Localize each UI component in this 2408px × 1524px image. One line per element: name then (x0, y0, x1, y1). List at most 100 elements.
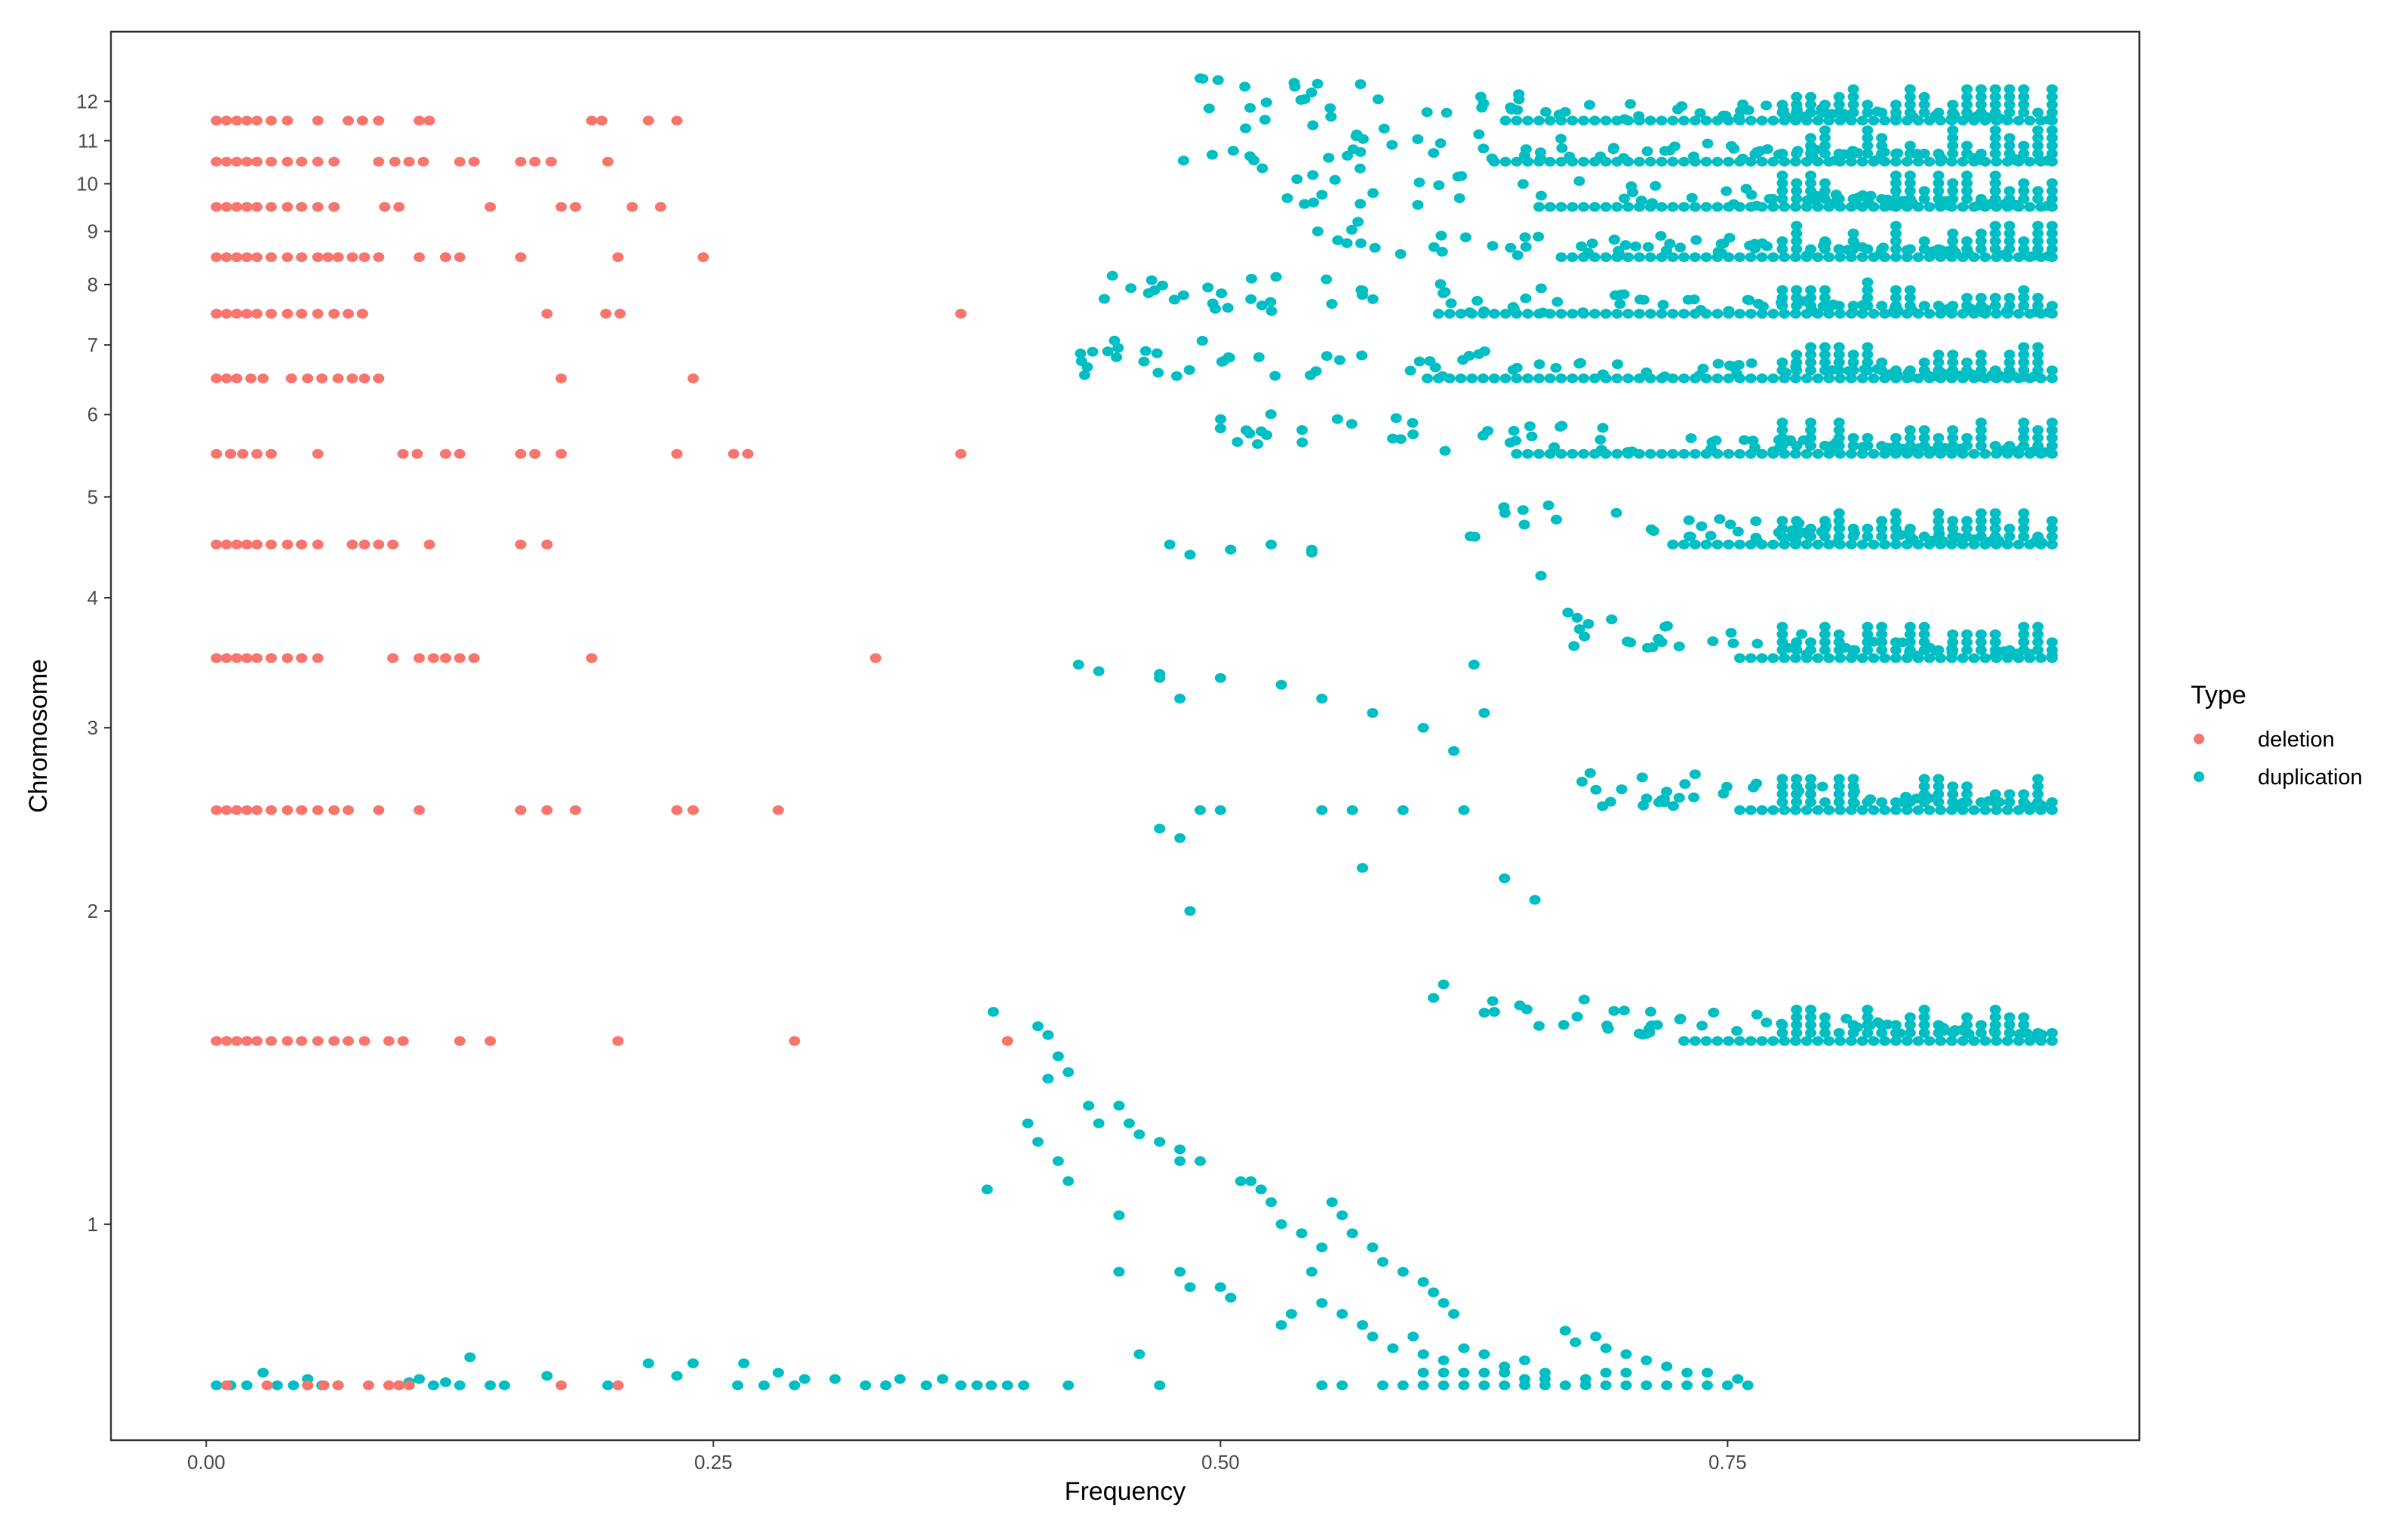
duplication-point (1367, 294, 1379, 304)
deletion-point (529, 448, 541, 459)
duplication-point (2018, 300, 2030, 311)
deletion-point (281, 653, 294, 663)
duplication-point (1819, 645, 1831, 655)
duplication-point (1444, 309, 1456, 319)
duplication-point (1933, 349, 1945, 360)
duplication-point (1862, 133, 1874, 143)
duplication-point (1833, 149, 1845, 159)
duplication-point (1776, 523, 1788, 534)
duplication-point (1667, 448, 1679, 459)
duplication-point (1522, 115, 1534, 126)
duplication-point (1700, 1036, 1712, 1046)
duplication-point (1876, 107, 1888, 118)
duplication-point (1412, 134, 1424, 144)
duplication-point (2032, 125, 2044, 136)
duplication-point (1177, 290, 1189, 300)
duplication-point (1791, 100, 1803, 110)
duplication-point (1876, 629, 1888, 639)
duplication-point (1439, 445, 1451, 456)
duplication-point (1776, 774, 1788, 784)
duplication-point (1918, 637, 1930, 648)
deletion-point (358, 539, 371, 550)
duplication-point (1819, 523, 1831, 534)
duplication-point (1626, 446, 1638, 457)
deletion-point (231, 539, 243, 550)
duplication-point (1819, 516, 1831, 526)
duplication-point (1876, 516, 1888, 526)
duplication-point (2046, 236, 2058, 246)
duplication-point (1520, 293, 1532, 303)
duplication-point (1989, 789, 2001, 799)
x-tick-label: 0.25 (694, 1451, 733, 1473)
duplication-point (1833, 441, 1845, 451)
duplication-point (1641, 1380, 1653, 1390)
duplication-point (1805, 140, 1816, 151)
deletion-point (387, 653, 399, 663)
duplication-point (1924, 156, 1936, 167)
duplication-point (1499, 115, 1512, 126)
duplication-point (1918, 107, 1930, 118)
duplication-point (1312, 79, 1324, 89)
deletion-point (265, 309, 277, 319)
duplication-point (1555, 373, 1567, 383)
duplication-point (1535, 153, 1546, 164)
duplication-point (1989, 508, 2001, 519)
duplication-point (1357, 134, 1369, 144)
duplication-point (1316, 189, 1328, 200)
duplication-point (1833, 342, 1845, 353)
duplication-point (1989, 244, 2001, 254)
duplication-point (1428, 993, 1440, 1003)
duplication-point (1975, 1027, 1987, 1038)
duplication-point (1791, 637, 1803, 648)
duplication-point (1819, 133, 1831, 143)
deletion-point (231, 1036, 243, 1046)
duplication-point (2018, 433, 2030, 443)
duplication-point (1819, 178, 1831, 189)
duplication-point (1734, 448, 1745, 459)
duplication-point (1655, 231, 1667, 241)
duplication-point (1975, 244, 1987, 254)
duplication-point (1989, 186, 2001, 196)
duplication-point (1767, 156, 1779, 167)
duplication-point (2032, 220, 2044, 231)
duplication-point (1791, 365, 1803, 376)
deletion-point (515, 805, 527, 815)
duplication-point (1535, 283, 1547, 294)
duplication-point (2024, 115, 2036, 126)
duplication-point (1511, 156, 1523, 167)
duplication-point (2004, 186, 2016, 196)
duplication-point (2046, 539, 2058, 550)
deletion-point (555, 373, 567, 383)
duplication-point (1776, 285, 1788, 295)
duplication-point (1834, 252, 1846, 263)
duplication-point (1106, 270, 1118, 281)
duplication-point (1650, 180, 1662, 191)
duplication-point (1714, 514, 1726, 525)
duplication-point (1961, 629, 1973, 639)
duplication-point (1823, 805, 1835, 815)
duplication-point (1833, 629, 1845, 639)
duplication-point (2018, 140, 2030, 151)
duplication-point (1947, 140, 1959, 151)
duplication-point (2018, 417, 2030, 428)
duplication-point (2018, 1012, 2030, 1023)
duplication-point (1833, 100, 1845, 110)
duplication-point (1833, 357, 1845, 368)
duplication-point (2032, 140, 2044, 151)
duplication-point (1232, 437, 1244, 447)
duplication-point (1989, 236, 2001, 246)
duplication-point (2004, 797, 2016, 808)
duplication-point (2046, 228, 2058, 239)
duplication-point (1812, 448, 1824, 459)
duplication-point (1696, 1021, 1708, 1031)
duplication-point (1437, 371, 1448, 381)
deletion-point (484, 1036, 497, 1046)
duplication-point (1989, 645, 2001, 655)
duplication-point (1845, 252, 1857, 263)
duplication-point (2004, 357, 2016, 368)
duplication-point (1823, 539, 1835, 550)
duplication-point (1776, 516, 1788, 526)
duplication-point (1890, 531, 1902, 542)
duplication-point (1789, 156, 1801, 167)
duplication-point (1833, 300, 1845, 311)
